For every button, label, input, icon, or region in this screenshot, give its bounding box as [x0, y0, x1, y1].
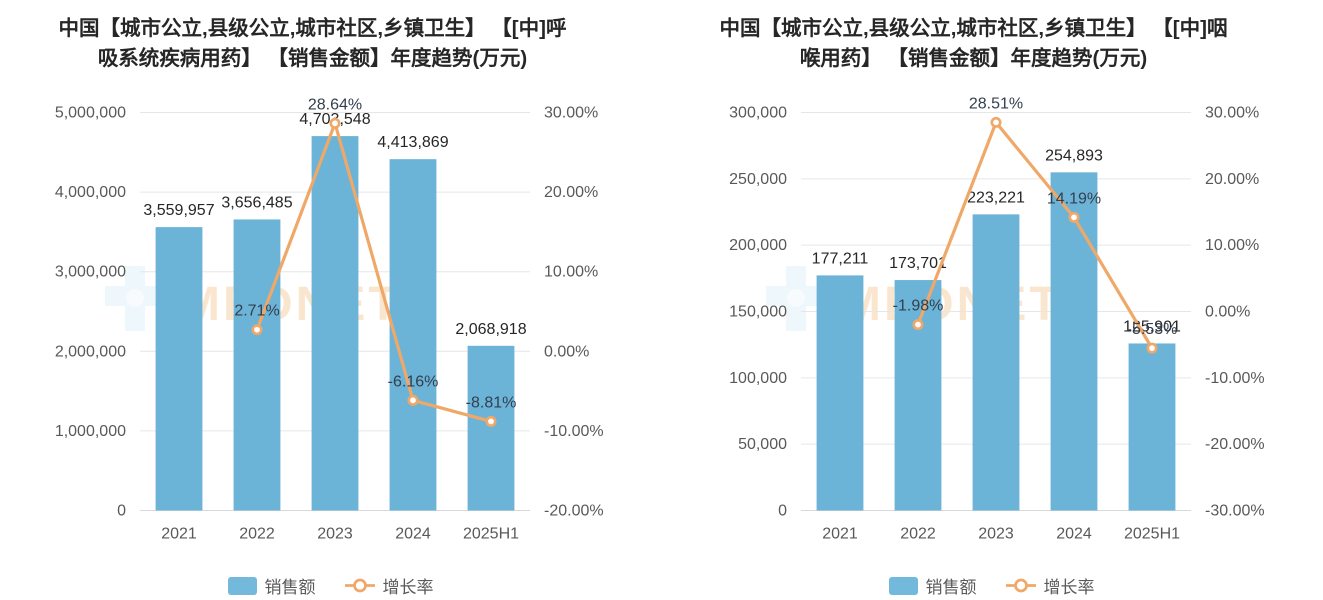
svg-text:100,000: 100,000	[729, 370, 787, 387]
svg-text:0.00%: 0.00%	[544, 343, 589, 360]
svg-text:2025H1: 2025H1	[1124, 526, 1180, 543]
svg-text:2024: 2024	[395, 526, 431, 543]
svg-text:2024: 2024	[1056, 526, 1092, 543]
svg-text:0.00%: 0.00%	[1205, 304, 1250, 321]
svg-text:-6.16%: -6.16%	[388, 373, 439, 390]
svg-text:14.19%: 14.19%	[1047, 190, 1101, 207]
svg-text:223,221: 223,221	[967, 189, 1025, 206]
svg-text:-20.00%: -20.00%	[1205, 436, 1265, 453]
svg-text:250,000: 250,000	[729, 171, 787, 188]
svg-text:28.51%: 28.51%	[969, 95, 1023, 112]
svg-text:-30.00%: -30.00%	[1205, 503, 1265, 520]
svg-text:2022: 2022	[900, 526, 936, 543]
svg-text:5,000,000: 5,000,000	[55, 105, 126, 122]
svg-text:3,656,485: 3,656,485	[221, 194, 292, 211]
svg-text:2022: 2022	[239, 526, 275, 543]
svg-text:1,000,000: 1,000,000	[55, 423, 126, 440]
svg-text:20.00%: 20.00%	[544, 184, 598, 201]
svg-text:-8.81%: -8.81%	[466, 394, 517, 411]
svg-text:2,068,918: 2,068,918	[455, 321, 526, 338]
svg-text:50,000: 50,000	[738, 436, 787, 453]
svg-text:300,000: 300,000	[729, 105, 787, 122]
svg-text:4,000,000: 4,000,000	[55, 184, 126, 201]
svg-text:-5.53%: -5.53%	[1127, 321, 1178, 338]
svg-text:0: 0	[778, 503, 787, 520]
svg-text:2023: 2023	[317, 526, 353, 543]
svg-text:254,893: 254,893	[1045, 147, 1103, 164]
svg-text:3,559,957: 3,559,957	[143, 202, 214, 219]
svg-text:2.71%: 2.71%	[234, 303, 279, 320]
svg-text:30.00%: 30.00%	[1205, 105, 1259, 122]
svg-text:-10.00%: -10.00%	[544, 423, 604, 440]
svg-text:3,000,000: 3,000,000	[55, 264, 126, 281]
svg-text:200,000: 200,000	[729, 237, 787, 254]
svg-text:-20.00%: -20.00%	[544, 503, 604, 520]
svg-text:2021: 2021	[822, 526, 858, 543]
svg-text:2,000,000: 2,000,000	[55, 343, 126, 360]
svg-text:2025H1: 2025H1	[463, 526, 519, 543]
svg-text:2021: 2021	[161, 526, 197, 543]
svg-text:4,413,869: 4,413,869	[377, 134, 448, 151]
svg-text:30.00%: 30.00%	[544, 105, 598, 122]
svg-text:177,211: 177,211	[812, 250, 869, 267]
svg-text:10.00%: 10.00%	[1205, 237, 1259, 254]
svg-text:20.00%: 20.00%	[1205, 171, 1259, 188]
svg-text:-10.00%: -10.00%	[1205, 370, 1265, 387]
svg-text:-1.98%: -1.98%	[893, 298, 944, 315]
svg-text:10.00%: 10.00%	[544, 264, 598, 281]
svg-text:150,000: 150,000	[729, 304, 787, 321]
svg-text:28.64%: 28.64%	[308, 96, 362, 113]
svg-text:0: 0	[117, 503, 126, 520]
svg-text:2023: 2023	[978, 526, 1014, 543]
